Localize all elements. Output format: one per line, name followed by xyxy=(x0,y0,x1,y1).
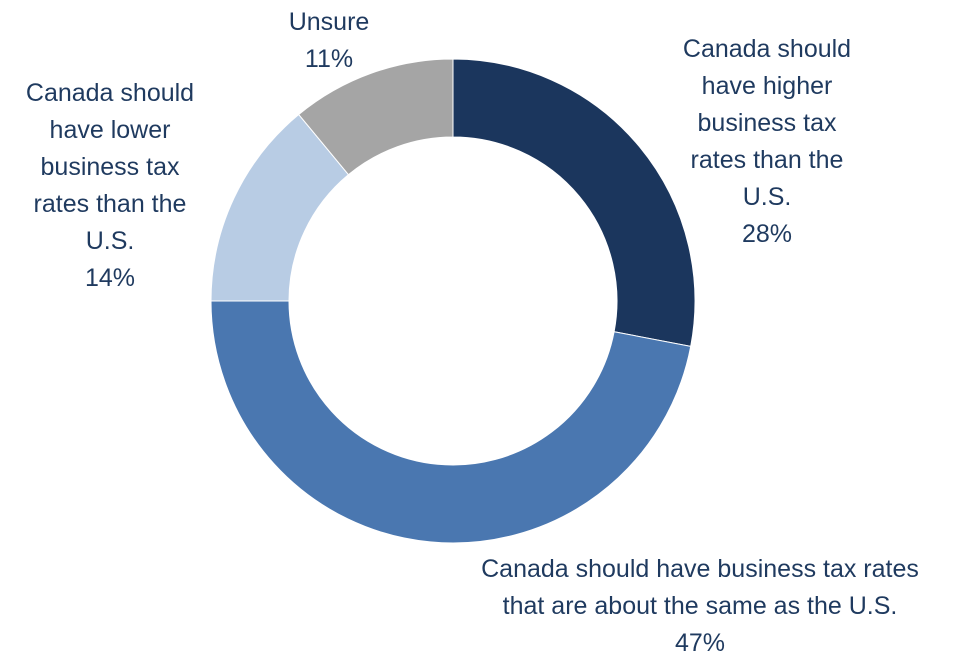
slice-unsure xyxy=(298,58,454,176)
slice-label-unsure-text: Unsure xyxy=(288,8,370,36)
slice-label-unsure: Unsure 11% xyxy=(254,4,404,78)
slice-label-higher-value: 28% xyxy=(741,220,793,248)
slice-higher xyxy=(452,58,696,347)
slice-label-higher-text: Canada should have higher business tax r… xyxy=(682,35,852,211)
slice-label-same-text: Canada should have business tax rates th… xyxy=(481,555,919,620)
slice-label-lower-text: Canada should have lower business tax ra… xyxy=(25,79,195,255)
slice-label-lower: Canada should have lower business tax ra… xyxy=(4,75,216,297)
slice-label-same-value: 47% xyxy=(674,629,726,657)
slice-label-higher: Canada should have higher business tax r… xyxy=(667,31,867,253)
slice-label-unsure-value: 11% xyxy=(304,45,354,73)
slice-label-same: Canada should have business tax rates th… xyxy=(430,551,954,662)
slice-label-lower-value: 14% xyxy=(84,264,136,292)
slice-same xyxy=(210,300,692,544)
